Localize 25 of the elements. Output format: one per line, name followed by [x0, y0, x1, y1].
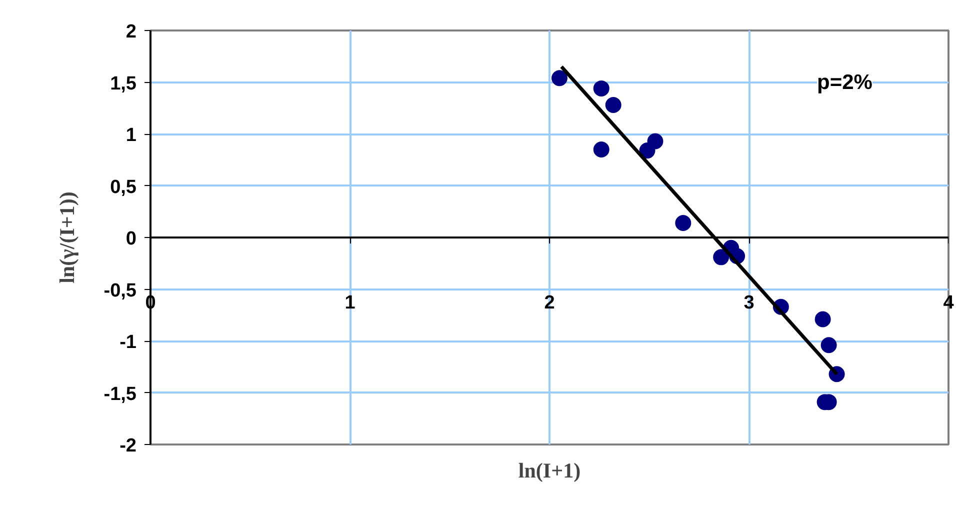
y-tick-label: 2 [126, 22, 137, 42]
y-tick-label: 1,5 [110, 73, 137, 94]
point [675, 215, 692, 231]
y-tick-label: -0,5 [104, 280, 137, 302]
y-tick-label: -1 [120, 332, 137, 353]
y-tick-label: -2 [120, 436, 137, 456]
point [593, 80, 610, 96]
x-axis-title: ln(I+1) [518, 458, 581, 482]
y-tick-label: 0 [126, 228, 137, 250]
annotation: p=2% [817, 70, 873, 94]
point [593, 142, 610, 158]
x-tick-label: 2 [544, 292, 555, 314]
point [647, 133, 664, 150]
point [713, 249, 730, 266]
y-tick-label: 1 [126, 125, 137, 146]
y-tick-label: -1,5 [104, 384, 137, 405]
point [551, 70, 568, 86]
x-tick-label: 4 [943, 292, 954, 314]
y-axis-title: ln(γ/(I+1)) [54, 192, 79, 284]
point [820, 337, 837, 354]
point [605, 97, 622, 114]
y-tick-label: 0,5 [110, 176, 137, 198]
point [814, 311, 831, 328]
x-tick-label: 3 [744, 292, 754, 314]
x-tick-label: 1 [344, 292, 356, 314]
